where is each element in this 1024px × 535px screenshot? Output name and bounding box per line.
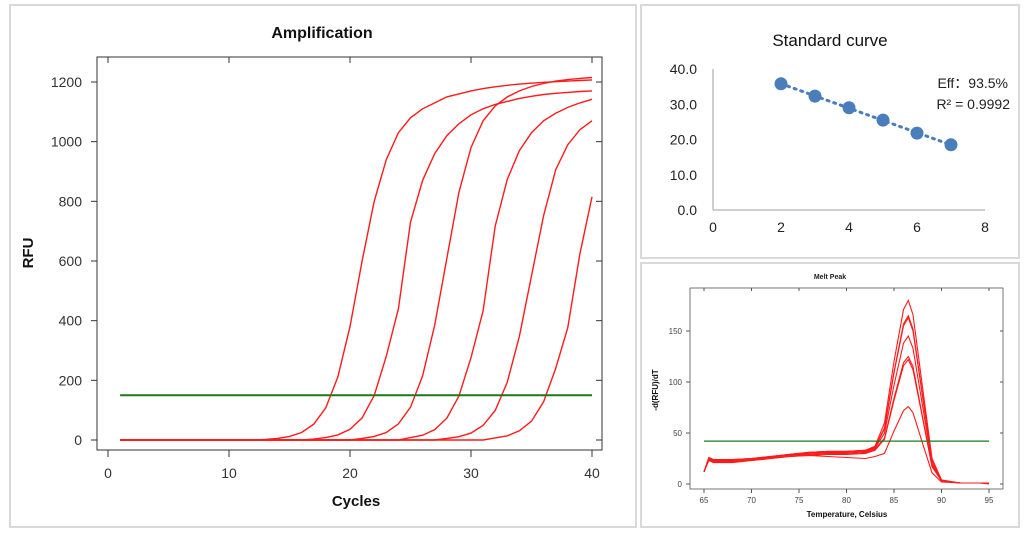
y-tick-label: 200 — [59, 372, 83, 388]
amplification-x-label: Cycles — [332, 493, 380, 510]
x-tick-label: 8 — [981, 219, 989, 235]
y-tick-label: 1000 — [51, 134, 82, 150]
y-tick-label: 50 — [673, 429, 682, 438]
standard-curve-point — [774, 77, 788, 91]
y-tick-label: 400 — [59, 313, 83, 329]
x-tick-label: 0 — [709, 219, 717, 235]
amplification-y-label: RFU — [20, 238, 37, 269]
standard-curve-ticks: 0 2 4 6 8 0.0 10.0 20.0 30.0 40.0 — [670, 61, 989, 235]
melt-peak-curve — [703, 405, 989, 484]
y-tick-label: 0.0 — [678, 202, 698, 218]
x-tick-label: 95 — [985, 496, 994, 505]
x-tick-label: 75 — [795, 496, 804, 505]
y-tick-label: 40.0 — [670, 61, 697, 77]
x-tick-label: 6 — [913, 219, 921, 235]
x-tick-label: 85 — [890, 496, 899, 505]
x-tick-label: 2 — [777, 219, 785, 235]
y-tick-label: 150 — [669, 327, 683, 336]
x-tick-label: 30 — [463, 465, 479, 481]
x-tick-label: 10 — [221, 465, 237, 481]
y-tick-label: 0 — [74, 432, 82, 448]
melt-peak-title: Melt Peak — [814, 274, 846, 281]
r-squared-annotation: R² = 0.9992 — [936, 96, 1010, 112]
melt-peak-x-label: Temperature, Celsius — [807, 510, 888, 519]
y-tick-label: 30.0 — [670, 96, 697, 112]
efficiency-annotation: Eff：93.5% — [937, 75, 1008, 91]
y-tick-label: 100 — [669, 378, 683, 387]
melt-peak-panel — [640, 262, 1020, 528]
standard-curve-point — [944, 138, 958, 152]
x-tick-label: 90 — [937, 496, 946, 505]
standard-curve-point — [910, 126, 924, 140]
x-tick-label: 80 — [842, 496, 851, 505]
x-tick-label: 4 — [845, 219, 853, 235]
melt-peak-curves — [703, 298, 990, 485]
x-tick-label: 70 — [747, 496, 756, 505]
standard-curve-point — [876, 113, 890, 127]
x-tick-label: 40 — [584, 465, 600, 481]
y-tick-label: 20.0 — [670, 132, 697, 148]
standard-curve-point — [808, 89, 822, 103]
y-tick-label: 800 — [59, 193, 83, 209]
y-tick-label: 10.0 — [670, 167, 697, 183]
x-tick-label: 0 — [104, 465, 112, 481]
y-tick-label: 600 — [59, 253, 83, 269]
amplification-curve — [120, 196, 593, 441]
melt-peak-axes: 65 70 75 80 85 90 95 0 50 100 150 — [669, 288, 1003, 505]
y-tick-label: 0 — [678, 480, 683, 489]
amplification-title: Amplification — [271, 25, 372, 42]
standard-curve-point — [842, 101, 856, 115]
melt-peak-y-label: -d(RFU)/dT — [651, 369, 660, 410]
y-tick-label: 1200 — [51, 74, 82, 90]
standard-curve-title: Standard curve — [772, 31, 887, 50]
amplification-curves — [120, 76, 593, 441]
standard-curve-points — [774, 77, 958, 152]
x-tick-label: 65 — [700, 496, 709, 505]
x-tick-label: 20 — [342, 465, 358, 481]
standard-curve-panel — [640, 4, 1020, 259]
